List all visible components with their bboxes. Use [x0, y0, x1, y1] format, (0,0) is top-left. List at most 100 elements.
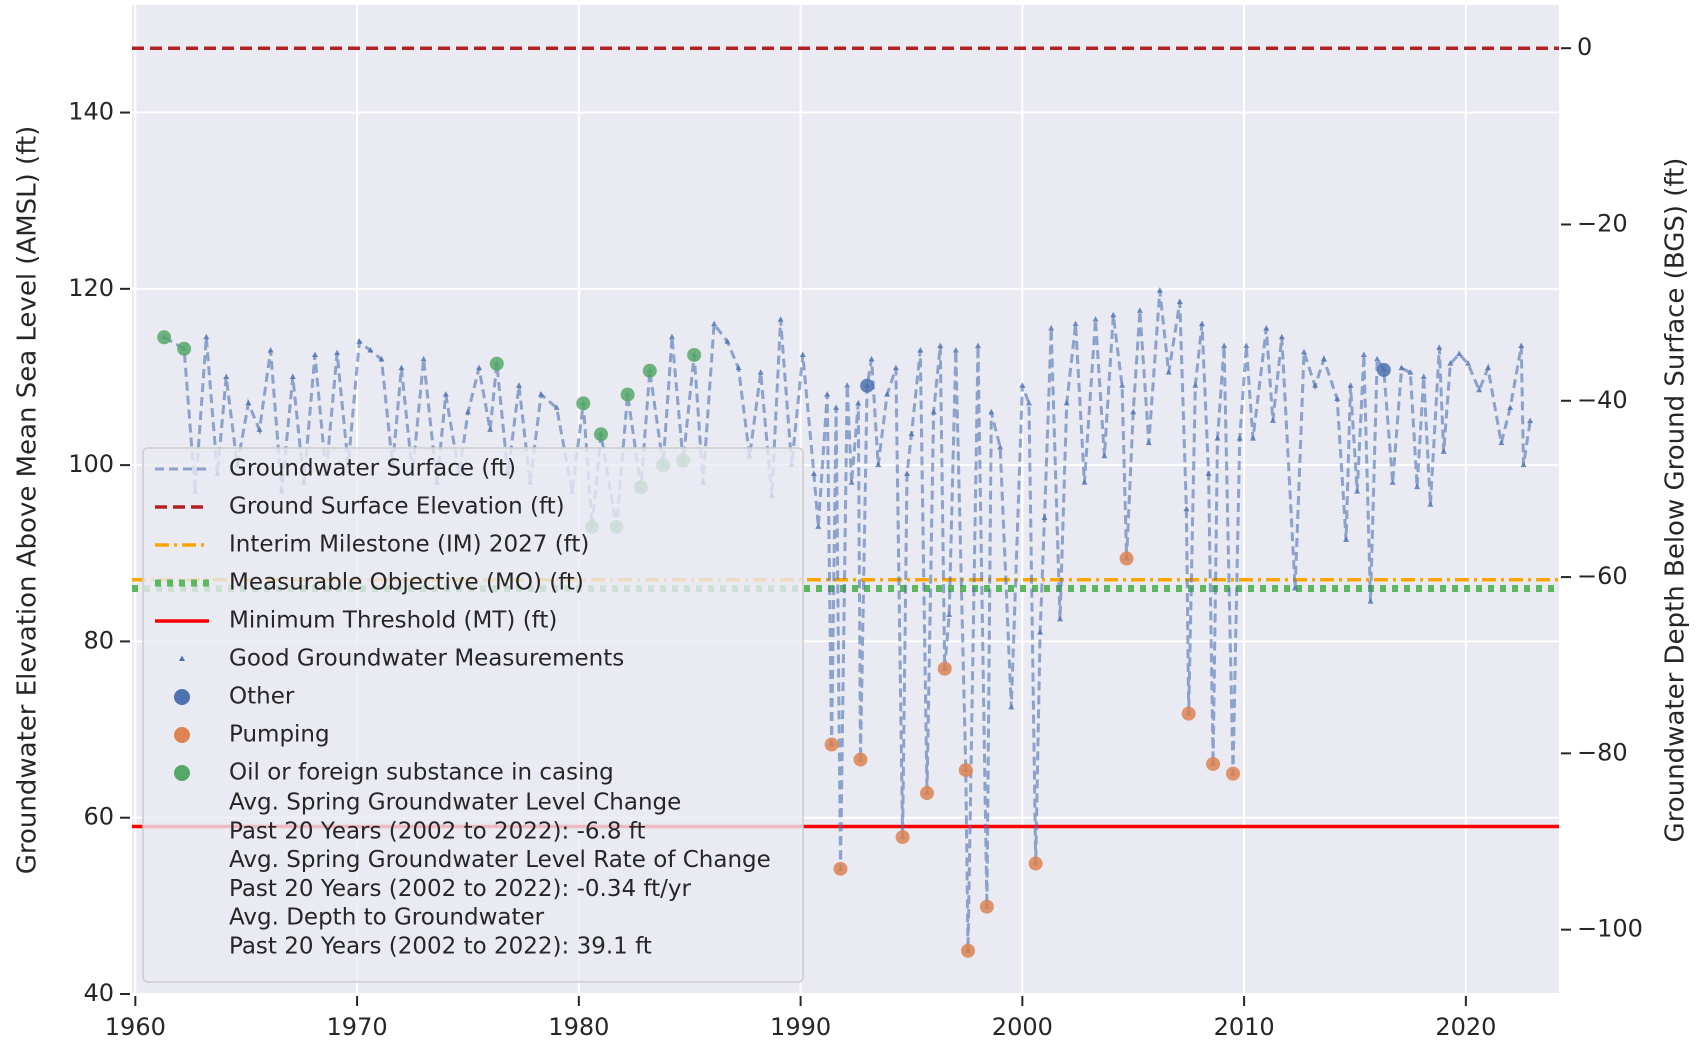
measurement-marker [476, 364, 483, 371]
measurement-marker [1221, 342, 1228, 349]
measurement-marker [1072, 320, 1079, 327]
flag-point [833, 861, 848, 876]
measurement-marker [824, 391, 831, 397]
measurement-marker [1081, 479, 1088, 485]
measurement-marker [1110, 311, 1117, 318]
legend-label: Other [229, 684, 295, 710]
legend-handle [174, 727, 190, 743]
measurement-marker [777, 316, 784, 322]
y2-tick-label: −80 [1577, 738, 1628, 766]
legend-label: Ground Surface Elevation (ft) [229, 494, 565, 520]
flag-point [642, 363, 657, 378]
measurement-marker [1343, 536, 1350, 543]
measurement-marker [1269, 417, 1276, 424]
flag-point [687, 347, 702, 362]
measurement-marker [356, 338, 363, 344]
annotation: Avg. Spring Groundwater Level Change [229, 790, 681, 816]
measurement-marker [1320, 355, 1327, 362]
measurement-marker [937, 342, 944, 349]
measurement-marker [1048, 324, 1055, 331]
x-tick-label: 1970 [327, 1013, 388, 1041]
measurement-marker [1354, 488, 1361, 494]
y2-tick-label: 0 [1577, 33, 1592, 61]
measurement-marker [1312, 382, 1319, 388]
measurement-marker [1214, 435, 1221, 441]
legend-box [142, 447, 804, 983]
legend-handle [174, 689, 190, 705]
measurement-marker [848, 479, 855, 485]
measurement-marker [442, 391, 449, 397]
measurement-marker [1263, 324, 1270, 331]
measurement-marker [1374, 355, 1381, 362]
legend-handle [174, 765, 190, 781]
annotation: Avg. Depth to Groundwater [229, 905, 545, 931]
flag-point [157, 330, 172, 345]
flag-point [979, 899, 994, 914]
flag-point [895, 830, 910, 845]
measurement-marker [1136, 307, 1143, 313]
measurement-marker [1243, 342, 1250, 349]
measurement-marker [1456, 350, 1463, 357]
measurement-marker [875, 461, 882, 468]
y2-tick-label: −100 [1577, 915, 1643, 943]
flag-point [1119, 551, 1134, 566]
measurement-marker [1427, 501, 1434, 507]
measurement-marker [1092, 316, 1099, 322]
measurement-marker [1527, 417, 1534, 424]
measurement-marker [1119, 382, 1126, 388]
y-tick-label: 40 [83, 979, 114, 1007]
measurement-marker [946, 611, 953, 617]
measurement-marker [1145, 439, 1152, 446]
annotation: Past 20 Years (2002 to 2022): 39.1 ft [229, 934, 652, 960]
measurement-marker [1026, 399, 1033, 406]
x-tick-label: 2010 [1214, 1013, 1275, 1041]
flag-point [594, 427, 609, 442]
legend-label: Pumping [229, 722, 330, 748]
measurement-marker [553, 404, 560, 410]
measurement-marker [724, 338, 731, 344]
measurement-marker [833, 404, 840, 410]
measurement-marker [1063, 399, 1070, 406]
flag-point [961, 943, 976, 958]
y2-tick-label: −60 [1577, 562, 1628, 590]
flag-point [489, 356, 504, 371]
measurement-marker [334, 349, 341, 356]
measurement-marker [855, 399, 862, 406]
measurement-marker [1198, 320, 1205, 327]
measurement-marker [1398, 364, 1405, 371]
flag-point [1226, 766, 1241, 781]
legend-label: Minimum Threshold (MT) (ft) [229, 608, 557, 634]
flag-point [177, 341, 192, 356]
measurement-marker [1518, 342, 1525, 349]
measurement-marker [1156, 287, 1163, 293]
measurement-marker [868, 355, 875, 362]
measurement-marker [1130, 408, 1137, 415]
flag-point [860, 378, 875, 393]
measurement-marker [1019, 382, 1026, 388]
flag-point [1206, 756, 1221, 771]
measurement-marker [464, 408, 471, 415]
measurement-marker [810, 470, 817, 476]
measurement-marker [1101, 452, 1108, 459]
measurement-marker [735, 364, 742, 371]
measurement-marker [1183, 505, 1190, 512]
measurement-marker [904, 470, 911, 476]
measurement-marker [538, 391, 545, 397]
flag-point [1028, 856, 1043, 871]
flag-point [576, 396, 591, 411]
y2-tick-label: −20 [1577, 209, 1628, 237]
x-tick-label: 1990 [770, 1013, 831, 1041]
measurement-marker [1367, 598, 1374, 604]
measurement-marker [378, 355, 385, 362]
y-tick-label: 100 [68, 450, 114, 478]
y-tick-label: 140 [68, 98, 114, 126]
measurement-marker [892, 364, 899, 371]
y2-axis-label: Groundwater Depth Below Ground Surface (… [1661, 158, 1691, 843]
annotation: Past 20 Years (2002 to 2022): -0.34 ft/y… [229, 876, 691, 902]
measurement-marker [974, 342, 981, 349]
measurement-marker [1360, 351, 1367, 357]
measurement-marker [289, 373, 296, 379]
measurement-marker [487, 426, 494, 432]
measurement-marker [245, 399, 252, 406]
y-tick-label: 120 [68, 274, 114, 302]
